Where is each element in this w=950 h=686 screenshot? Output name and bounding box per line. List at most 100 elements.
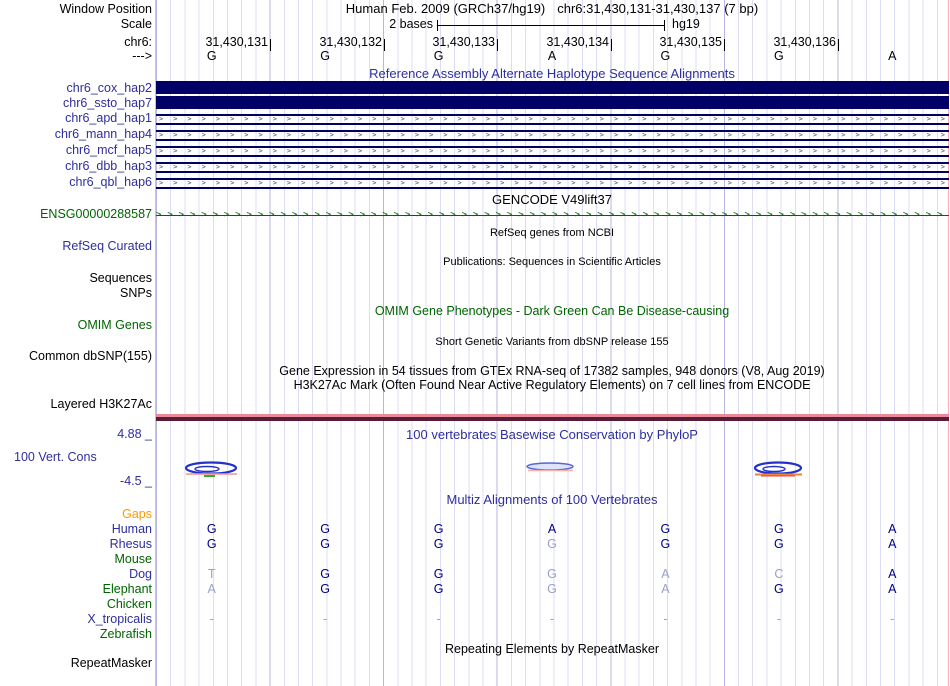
align-base: A xyxy=(661,582,670,596)
haplotype-chain-qbl[interactable]: >>>>>>>>>>>>>>>>>>>>>>>>>>>>>>>>>>>>>>>>… xyxy=(156,178,949,189)
track-label-dog[interactable]: Dog xyxy=(129,567,152,581)
track-label-gaps[interactable]: Gaps xyxy=(122,507,152,521)
gencode-title[interactable]: GENCODE V49lift37 xyxy=(492,192,612,207)
align-base: - xyxy=(890,612,895,626)
window-position-label: Window Position xyxy=(59,2,152,16)
repeatmasker-title[interactable]: Repeating Elements by RepeatMasker xyxy=(444,642,659,656)
phylop-title[interactable]: 100 vertebrates Basewise Conservation by… xyxy=(406,427,698,442)
haplotype-bar-cox[interactable] xyxy=(156,81,949,94)
track-label-chr6-cox-hap2[interactable]: chr6_cox_hap2 xyxy=(66,81,152,95)
haplotype-chain-mann[interactable]: >>>>>>>>>>>>>>>>>>>>>>>>>>>>>>>>>>>>>>>>… xyxy=(156,130,949,141)
scale-bar xyxy=(437,25,664,26)
align-base: A xyxy=(888,522,897,536)
multiz-row-dog[interactable]: T G G G A C A xyxy=(155,568,949,581)
track-label-x-tropicalis[interactable]: X_tropicalis xyxy=(87,612,152,626)
ref-base: G xyxy=(660,49,671,63)
track-label-omim-genes[interactable]: OMIM Genes xyxy=(77,318,152,332)
align-base: G xyxy=(773,522,784,536)
coordinate: 31,430,135 xyxy=(659,35,722,49)
multiz-title[interactable]: Multiz Alignments of 100 Vertebrates xyxy=(446,492,658,507)
coordinate-tick xyxy=(497,39,498,51)
track-label-chr6-dbb-hap3[interactable]: chr6_dbb_hap3 xyxy=(65,159,152,173)
phylop-blob-inner xyxy=(762,465,786,473)
haplotype-chain-apd[interactable]: >>>>>>>>>>>>>>>>>>>>>>>>>>>>>>>>>>>>>>>>… xyxy=(156,114,949,125)
align-base: T xyxy=(207,567,216,581)
align-base: G xyxy=(773,582,784,596)
track-label-chr6-qbl-hap6[interactable]: chr6_qbl_hap6 xyxy=(69,175,152,189)
align-base: G xyxy=(433,567,444,581)
coordinate-tick xyxy=(611,39,612,51)
align-base: G xyxy=(547,537,557,551)
align-base: G xyxy=(433,582,444,596)
track-label-chr6-mcf-hap5[interactable]: chr6_mcf_hap5 xyxy=(65,143,152,157)
phylop-blob-inner xyxy=(194,465,220,473)
ref-base: G xyxy=(773,49,784,63)
haplotype-section-title[interactable]: Reference Assembly Alternate Haplotype S… xyxy=(369,66,735,81)
multiz-row-elephant[interactable]: A G G G A G A xyxy=(155,583,949,596)
track-label-repeatmasker[interactable]: RepeatMasker xyxy=(70,656,152,670)
h3k27ac-title[interactable]: H3K27Ac Mark (Often Found Near Active Re… xyxy=(293,378,811,392)
omim-title[interactable]: OMIM Gene Phenotypes - Dark Green Can Be… xyxy=(374,304,730,318)
ref-base: G xyxy=(206,49,217,63)
coordinate-tick xyxy=(838,39,839,51)
track-label-refseq-curated[interactable]: RefSeq Curated xyxy=(62,239,152,253)
strand-label: ---> xyxy=(132,49,152,63)
haplotype-chain-dbb[interactable]: >>>>>>>>>>>>>>>>>>>>>>>>>>>>>>>>>>>>>>>>… xyxy=(156,162,949,173)
coordinate-tick xyxy=(270,39,271,51)
track-label-rhesus[interactable]: Rhesus xyxy=(109,537,152,551)
align-base: G xyxy=(547,567,557,581)
align-base: - xyxy=(436,612,441,626)
track-label-layered-h3k27ac[interactable]: Layered H3K27Ac xyxy=(50,397,152,411)
chrom-label: chr6: xyxy=(124,35,152,49)
window-title: Human Feb. 2009 (GRCh37/hg19) chr6:31,430… xyxy=(155,2,949,15)
coordinate: 31,430,133 xyxy=(432,35,495,49)
scale-bar-left-tick xyxy=(437,20,438,31)
multiz-row-rhesus[interactable]: G G G G G G A xyxy=(155,538,949,551)
gene-id-label[interactable]: ENSG00000288587 xyxy=(40,207,152,221)
publications-title[interactable]: Publications: Sequences in Scientific Ar… xyxy=(443,256,661,268)
gene-arrow-line[interactable]: >>>>>>>>>>>>>>>>>>>>>>>>>>>>>>>>>>>>>>>>… xyxy=(156,211,949,220)
align-base: - xyxy=(209,612,214,626)
track-label-100-vert-cons[interactable]: 100 Vert. Cons xyxy=(14,450,97,464)
multiz-row-x-tropicalis[interactable]: - - - - - - - xyxy=(155,613,949,626)
coordinate-tick xyxy=(724,39,725,51)
coordinate-tick xyxy=(384,39,385,51)
dbsnp-title[interactable]: Short Genetic Variants from dbSNP releas… xyxy=(435,336,669,348)
align-base: A xyxy=(661,567,670,581)
haplotype-chain-mcf[interactable]: >>>>>>>>>>>>>>>>>>>>>>>>>>>>>>>>>>>>>>>>… xyxy=(156,146,949,157)
track-label-common-dbsnp[interactable]: Common dbSNP(155) xyxy=(29,349,152,363)
align-base: G xyxy=(547,582,557,596)
ref-base: A xyxy=(888,49,897,63)
multiz-row-human[interactable]: G G G A G G A xyxy=(155,523,949,536)
phylop-max-value: 4.88 _ xyxy=(117,427,152,441)
align-base: G xyxy=(320,582,330,596)
track-label-chr6-ssto-hap7[interactable]: chr6_ssto_hap7 xyxy=(63,96,152,110)
scale-label: Scale xyxy=(120,17,152,31)
track-label-zebrafish[interactable]: Zebrafish xyxy=(99,627,152,641)
align-base: G xyxy=(320,567,330,581)
align-base: G xyxy=(206,537,217,551)
align-base: G xyxy=(660,522,671,536)
haplotype-bar-ssto[interactable] xyxy=(156,96,949,109)
phylop-wiggle[interactable] xyxy=(155,454,949,484)
track-label-elephant[interactable]: Elephant xyxy=(102,582,152,596)
coordinate: 31,430,132 xyxy=(319,35,382,49)
track-label-mouse[interactable]: Mouse xyxy=(114,552,152,566)
position-title: chr6:31,430,131-31,430,137 (7 bp) xyxy=(557,1,759,16)
align-base: G xyxy=(320,537,330,551)
gtex-title[interactable]: Gene Expression in 54 tissues from GTEx … xyxy=(279,364,825,378)
align-base: - xyxy=(323,612,328,626)
track-label-snps[interactable]: SNPs xyxy=(120,286,152,300)
track-label-chr6-apd-hap1[interactable]: chr6_apd_hap1 xyxy=(65,111,152,125)
scale-bar-right-tick xyxy=(664,20,665,31)
track-label-chr6-mann-hap4[interactable]: chr6_mann_hap4 xyxy=(54,127,152,141)
track-label-chicken[interactable]: Chicken xyxy=(106,597,152,611)
align-base: - xyxy=(663,612,668,626)
h3k27ac-signal-bar[interactable] xyxy=(156,414,949,421)
ref-base: A xyxy=(547,49,557,63)
assembly-title: Human Feb. 2009 (GRCh37/hg19) xyxy=(345,1,546,16)
refseq-title[interactable]: RefSeq genes from NCBI xyxy=(489,227,615,239)
track-label-human[interactable]: Human xyxy=(111,522,152,536)
track-label-sequences[interactable]: Sequences xyxy=(89,271,152,285)
align-base: A xyxy=(207,582,216,596)
